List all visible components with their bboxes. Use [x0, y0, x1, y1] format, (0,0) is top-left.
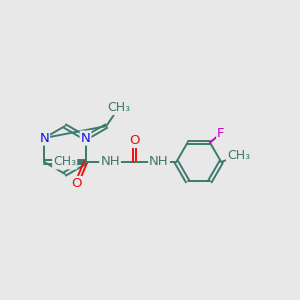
Text: N: N: [39, 132, 49, 145]
Text: NH: NH: [149, 155, 169, 168]
Text: F: F: [217, 127, 225, 140]
Text: CH₃: CH₃: [107, 101, 130, 114]
Text: N: N: [81, 132, 91, 145]
Text: O: O: [129, 134, 140, 147]
Text: NH: NH: [100, 155, 120, 168]
Text: CH₃: CH₃: [53, 155, 76, 168]
Text: CH₃: CH₃: [227, 149, 250, 163]
Text: O: O: [71, 177, 82, 190]
